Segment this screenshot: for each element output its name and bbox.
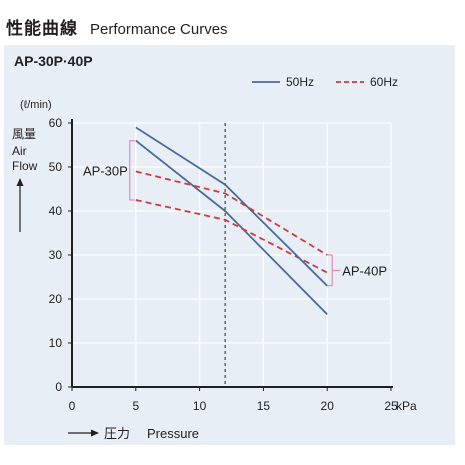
x-unit-label: kPa [396, 399, 417, 413]
x-tick-label: 0 [69, 399, 76, 413]
chart-panel: AP-30P·40P 0 5 10 15 20 25 0 10 20 30 40 50 60 AP-30… [4, 45, 455, 445]
x-tick-label: 25 [384, 399, 398, 413]
y-tick-label: 40 [49, 204, 63, 218]
x-tick-label: 10 [193, 399, 207, 413]
x-axis-arrow-icon [68, 429, 99, 437]
group-brackets: AP-30P AP-40P [83, 140, 387, 287]
x-tick-label: 20 [321, 399, 335, 413]
y-label-jp: 風量 [12, 127, 36, 141]
y-tick-label: 20 [49, 292, 63, 306]
y-axis-arrow-icon [16, 178, 24, 232]
heading-jp: 性能曲線 [6, 19, 78, 38]
x-tick-label: 15 [257, 399, 271, 413]
model-title: AP-30P·40P [14, 53, 93, 69]
legend-label-50hz: 50Hz [286, 75, 314, 89]
x-label: Pressure [147, 426, 199, 441]
y-tick-label: 10 [49, 336, 63, 350]
x-label-jp: 圧力 [104, 426, 130, 441]
tick-labels: 0 5 10 15 20 25 0 10 20 30 40 50 60 [49, 116, 398, 413]
series-line-ap-40p-50hz [135, 126, 328, 287]
series-line-ap-40p-60hz [135, 170, 328, 256]
performance-chart: 0 5 10 15 20 25 0 10 20 30 40 50 60 AP-30P AP-40P 50H… [12, 75, 417, 441]
series-line-ap-30p-50hz [135, 139, 328, 316]
legend: 50Hz 60Hz [252, 75, 398, 89]
group-bracket-ap-30p [129, 140, 135, 201]
y-tick-label: 0 [55, 380, 62, 394]
y-tick-label: 50 [49, 160, 63, 174]
group-label-ap-40p: AP-40P [342, 263, 387, 278]
heading-en: Performance Curves [90, 21, 228, 38]
y-label-line-2: Flow [12, 159, 38, 173]
x-tick-label: 5 [132, 399, 139, 413]
series [135, 126, 328, 316]
axes [68, 119, 393, 391]
y-tick-label: 30 [49, 248, 63, 262]
y-tick-label: 60 [49, 116, 63, 130]
series-line-ap-30p-60hz [135, 199, 328, 274]
y-unit-label: (ℓ/min) [20, 99, 52, 111]
grid [72, 122, 392, 387]
group-label-ap-30p: AP-30P [83, 163, 128, 178]
legend-label-60hz: 60Hz [370, 75, 398, 89]
y-label-line-1: Air [12, 144, 27, 158]
heading: 性能曲線 Performance Curves [6, 14, 228, 40]
